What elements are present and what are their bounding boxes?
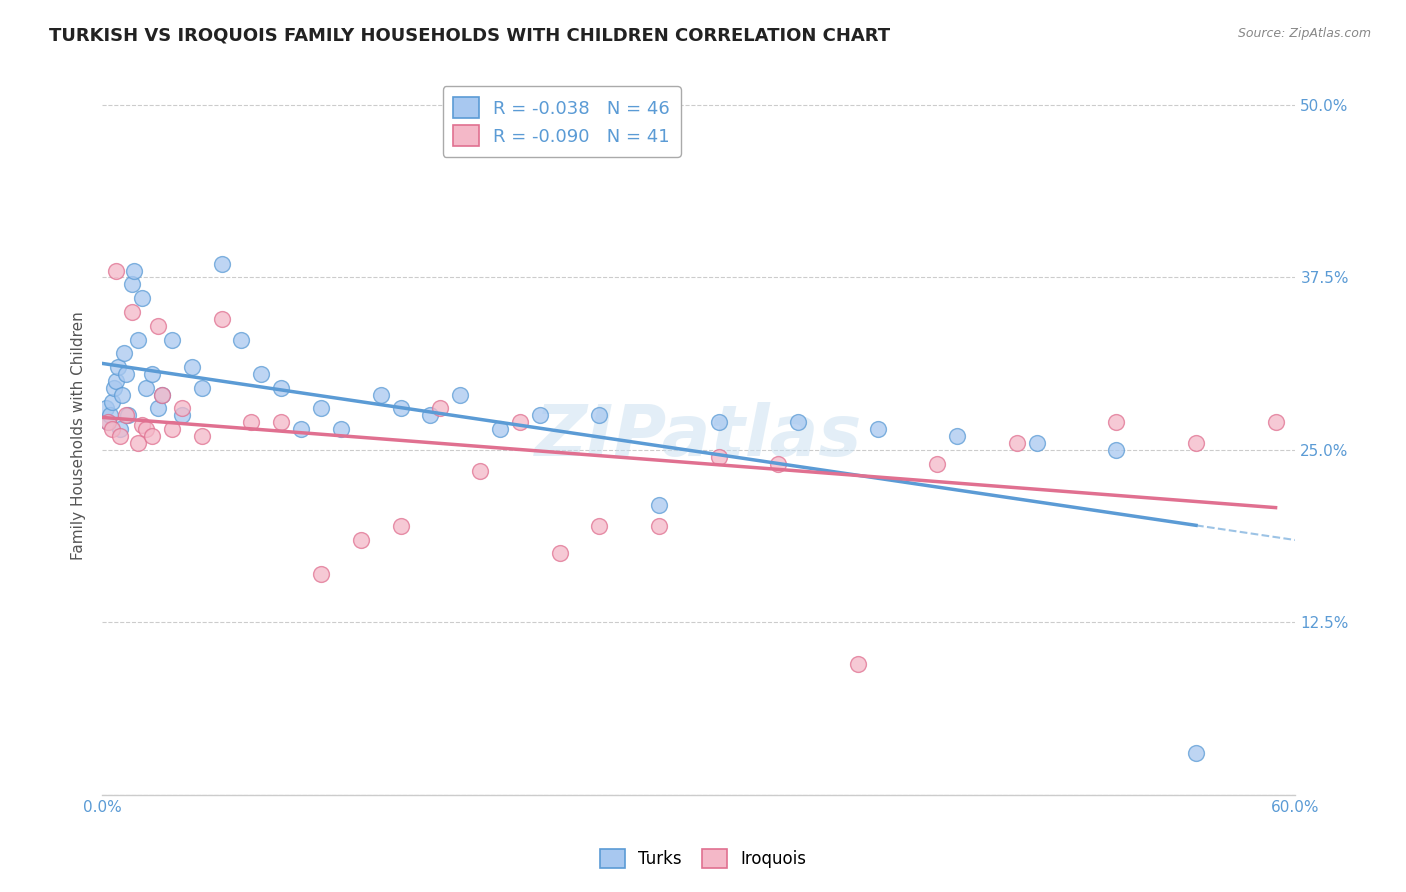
Point xyxy=(211,311,233,326)
Point xyxy=(1264,415,1286,429)
Point xyxy=(146,401,169,416)
Point xyxy=(509,415,531,429)
Point xyxy=(121,305,143,319)
Point xyxy=(370,387,392,401)
Point xyxy=(160,333,183,347)
Point xyxy=(170,401,193,416)
Point xyxy=(548,546,571,560)
Point xyxy=(135,381,157,395)
Y-axis label: Family Households with Children: Family Households with Children xyxy=(72,311,86,560)
Point xyxy=(389,401,412,416)
Point xyxy=(707,450,730,464)
Point xyxy=(866,422,889,436)
Point xyxy=(419,409,441,423)
Point xyxy=(160,422,183,436)
Point xyxy=(108,429,131,443)
Point xyxy=(97,415,120,429)
Text: ZIPatlas: ZIPatlas xyxy=(536,401,862,471)
Point xyxy=(1025,436,1047,450)
Point xyxy=(240,415,263,429)
Point xyxy=(135,422,157,436)
Point xyxy=(103,381,125,395)
Point xyxy=(211,257,233,271)
Point xyxy=(1105,442,1128,457)
Point xyxy=(115,367,138,381)
Point xyxy=(117,409,139,423)
Point xyxy=(389,518,412,533)
Point xyxy=(429,401,451,416)
Point xyxy=(231,333,253,347)
Point xyxy=(787,415,810,429)
Point xyxy=(111,387,134,401)
Point xyxy=(350,533,373,547)
Point xyxy=(112,346,135,360)
Point xyxy=(146,318,169,333)
Point xyxy=(1185,436,1208,450)
Point xyxy=(121,277,143,292)
Point xyxy=(468,464,491,478)
Point xyxy=(127,436,149,450)
Point xyxy=(648,498,671,512)
Point xyxy=(588,518,610,533)
Point xyxy=(846,657,869,671)
Point xyxy=(150,387,173,401)
Point xyxy=(131,291,153,305)
Point xyxy=(150,387,173,401)
Point xyxy=(250,367,273,381)
Point xyxy=(141,367,163,381)
Text: Source: ZipAtlas.com: Source: ZipAtlas.com xyxy=(1237,27,1371,40)
Point xyxy=(270,381,292,395)
Point xyxy=(141,429,163,443)
Point xyxy=(127,333,149,347)
Point xyxy=(1005,436,1028,450)
Point xyxy=(588,409,610,423)
Point xyxy=(101,394,124,409)
Point xyxy=(97,415,120,429)
Legend: Turks, Iroquois: Turks, Iroquois xyxy=(593,842,813,875)
Point xyxy=(105,374,128,388)
Point xyxy=(290,422,312,436)
Point xyxy=(529,409,551,423)
Point xyxy=(707,415,730,429)
Point xyxy=(309,401,332,416)
Point xyxy=(115,409,138,423)
Point xyxy=(101,422,124,436)
Point xyxy=(190,429,212,443)
Point xyxy=(107,360,129,375)
Point xyxy=(98,409,121,423)
Point xyxy=(946,429,969,443)
Point xyxy=(108,422,131,436)
Point xyxy=(122,263,145,277)
Point xyxy=(489,422,512,436)
Point xyxy=(329,422,352,436)
Point xyxy=(190,381,212,395)
Point xyxy=(309,567,332,582)
Point xyxy=(170,409,193,423)
Point xyxy=(449,387,471,401)
Point xyxy=(105,263,128,277)
Point xyxy=(1105,415,1128,429)
Point xyxy=(270,415,292,429)
Point xyxy=(96,401,118,416)
Point xyxy=(1185,747,1208,761)
Point xyxy=(131,417,153,432)
Legend: R = -0.038   N = 46, R = -0.090   N = 41: R = -0.038 N = 46, R = -0.090 N = 41 xyxy=(443,87,681,157)
Point xyxy=(648,518,671,533)
Point xyxy=(927,457,949,471)
Point xyxy=(180,360,202,375)
Point xyxy=(768,457,790,471)
Text: TURKISH VS IROQUOIS FAMILY HOUSEHOLDS WITH CHILDREN CORRELATION CHART: TURKISH VS IROQUOIS FAMILY HOUSEHOLDS WI… xyxy=(49,27,890,45)
